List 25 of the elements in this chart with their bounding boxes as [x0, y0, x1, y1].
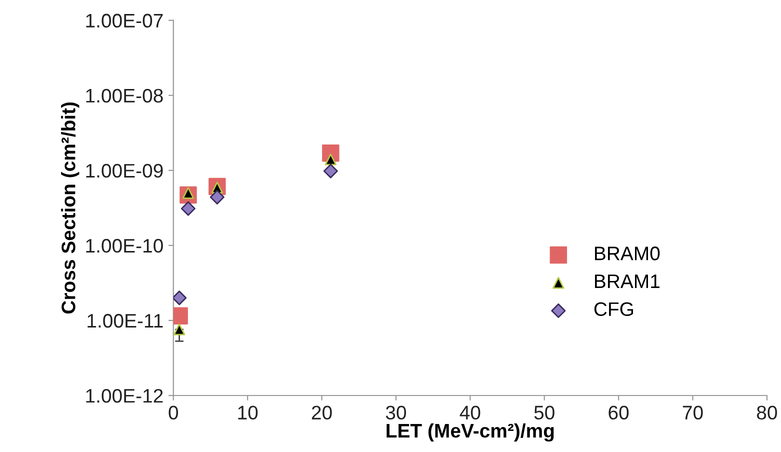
- point: [173, 290, 187, 306]
- x-tick-label: 0: [168, 406, 178, 420]
- point: [180, 201, 196, 216]
- x-tick-label: 70: [682, 406, 703, 420]
- y-tick-label: 1.00E-07: [86, 14, 163, 28]
- y-tick-label: 1.00E-09: [86, 164, 163, 178]
- y-tick-label: 1.00E-08: [86, 88, 163, 103]
- point: [210, 190, 224, 204]
- legend-label: BRAM1: [595, 274, 660, 288]
- x-tick-label: 10: [238, 406, 258, 420]
- x-tick-label: 30: [386, 406, 406, 420]
- legend-label: CFG: [594, 302, 634, 316]
- y-tick-label: 1.00E-12: [86, 388, 163, 403]
- x-tick-label: 40: [460, 406, 480, 420]
- x-tick-label: 20: [312, 406, 332, 420]
- point: [323, 164, 338, 178]
- x-tick-label: 60: [608, 406, 629, 420]
- legend-label: BRAM0: [595, 246, 660, 260]
- point: [173, 324, 186, 336]
- x-tick-label: 50: [534, 406, 554, 420]
- y-tick-label: 1.00E-10: [86, 238, 163, 253]
- x-axis-title: LET (MeV-cm²)/mg: [386, 423, 554, 442]
- x-tick-label: 80: [756, 406, 777, 420]
- y-tick-label: 1.00E-11: [88, 314, 163, 328]
- y-axis-title: Cross Section (cm²/bit): [61, 102, 80, 314]
